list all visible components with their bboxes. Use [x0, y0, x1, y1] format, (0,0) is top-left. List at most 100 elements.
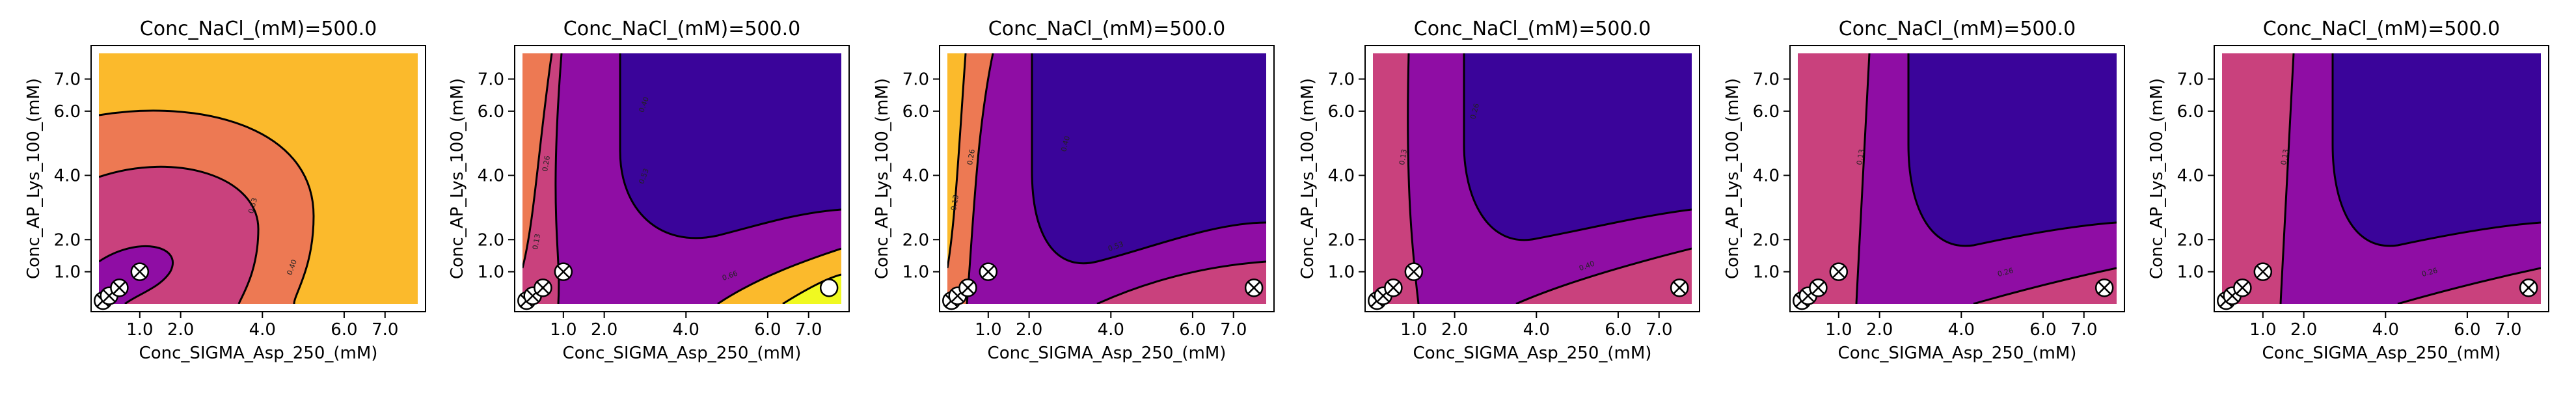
- x-tick-label: 1.0: [1400, 320, 1427, 340]
- contour-line: [966, 53, 994, 304]
- y-tick-label: 2.0: [478, 230, 504, 250]
- contour-region-core: [1464, 53, 1692, 240]
- y-tick-label: 7.0: [2177, 70, 2204, 89]
- contour-line: [619, 53, 841, 239]
- y-tick-label: 6.0: [1328, 102, 1355, 122]
- panel-title: Conc_NaCl_(mM)=500.0: [563, 18, 800, 40]
- x-tick-label: 7.0: [2070, 320, 2097, 340]
- crossed-point-marker: [1244, 278, 1264, 297]
- plot-area: 0.13 0.26: [1798, 53, 2117, 304]
- plot-area: 0.130.260.400.53: [947, 53, 1266, 304]
- crossed-point-marker: [1829, 262, 1849, 281]
- contour-line: [2279, 53, 2295, 304]
- y-axis-label: Conc_AP_Lys_100_(mM): [1723, 78, 1742, 279]
- axes-frame: [90, 45, 426, 312]
- x-tick-label: 7.0: [795, 320, 822, 340]
- x-tick-label: 2.0: [167, 320, 194, 340]
- y-axis-label: Conc_AP_Lys_100_(mM): [24, 78, 44, 279]
- y-tick-label: 7.0: [902, 70, 929, 89]
- y-tick-label: 1.0: [2177, 263, 2204, 282]
- contour-line: [1407, 53, 1420, 304]
- x-tick-label: 2.0: [1016, 320, 1042, 340]
- contour-label: 0.13: [949, 194, 960, 211]
- plot-area: 0.130.260.400.530.66: [522, 53, 841, 304]
- crossed-point-marker: [534, 278, 552, 297]
- y-tick-label: 4.0: [2177, 167, 2204, 186]
- contour-region-bottom: [1097, 262, 1266, 304]
- axes-frame: [514, 45, 850, 312]
- crossed-point-marker: [2095, 278, 2114, 297]
- y-axis-label: Conc_AP_Lys_100_(mM): [1298, 78, 1318, 279]
- contour-label: 0.53: [247, 197, 259, 215]
- y-axis-label: Conc_AP_Lys_100_(mM): [448, 78, 467, 279]
- contour-line: [1463, 53, 1692, 241]
- y-tick-label: 6.0: [1753, 102, 1780, 122]
- x-tick-label: 4.0: [249, 320, 276, 340]
- contour-line: [99, 245, 174, 304]
- x-tick-label: 1.0: [126, 320, 153, 340]
- y-tick-label: 6.0: [478, 102, 504, 122]
- contour-line: [1855, 53, 1871, 304]
- contour-line: [2331, 53, 2541, 247]
- contour-line: [1973, 267, 2117, 304]
- y-tick-label: 4.0: [902, 167, 929, 186]
- axes-frame: [1364, 45, 1700, 312]
- contour-label: 0.13: [2279, 148, 2290, 165]
- y-tick-label: 6.0: [2177, 102, 2204, 122]
- y-tick-label: 2.0: [2177, 230, 2204, 250]
- y-tick-label: 2.0: [1328, 230, 1355, 250]
- x-tick-label: 4.0: [1523, 320, 1550, 340]
- y-tick-label: 7.0: [1328, 70, 1355, 89]
- contour-label: 0.26: [541, 155, 552, 172]
- y-tick-label: 4.0: [54, 167, 81, 186]
- crossed-point-marker: [2519, 278, 2538, 297]
- contour-line: [2397, 267, 2541, 304]
- contour-panel: 0.130.260.400.531.0 2.0 4.0 6.0 7.01.02.04.0…: [873, 18, 1275, 363]
- x-tick-label: 1.0: [1825, 320, 1852, 340]
- contour-panel: 0.13 0.26 1.0 2.0 4.0 6.0 7.0 1.0 2.0 4.0 6.0 7.0 Co…: [2147, 18, 2549, 363]
- x-axis-label: Conc_SIGMA_Asp_250_(mM): [2262, 344, 2501, 363]
- y-tick-label: 7.0: [1753, 70, 1780, 89]
- y-tick-label: 2.0: [902, 230, 929, 250]
- crossed-point-marker: [958, 278, 977, 297]
- contour-line: [1907, 53, 2117, 247]
- crossed-point-marker: [979, 262, 998, 281]
- panel-title: Conc_NaCl_(mM)=500.0: [988, 18, 1225, 40]
- crossed-point-marker: [1404, 262, 1424, 281]
- contour-line: [522, 53, 553, 269]
- contour-line: [99, 109, 315, 304]
- contour-label: 0.13: [1855, 148, 1866, 165]
- contour-panel: 0.130.260.401.0 2.0 4.0 6.0 7.01.02.04.06.07…: [1298, 18, 1700, 363]
- crossed-point-marker: [1670, 278, 1689, 297]
- y-tick-label: 4.0: [1328, 167, 1355, 186]
- contour-line: [1515, 247, 1692, 304]
- contour-panel: 0.400.531.0 2.0 4.0 6.0 7.01.02.04.06.07.0Co…: [24, 18, 426, 363]
- x-tick-label: 4.0: [1948, 320, 1975, 340]
- x-axis-label: Conc_SIGMA_Asp_250_(mM): [563, 344, 802, 363]
- y-axis-label: Conc_AP_Lys_100_(mM): [873, 78, 892, 279]
- x-tick-label: 7.0: [1646, 320, 1672, 340]
- x-tick-label: 1.0: [975, 320, 1001, 340]
- panel-title: Conc_NaCl_(mM)=500.0: [140, 18, 377, 40]
- x-axis-label: Conc_SIGMA_Asp_250_(mM): [988, 344, 1227, 363]
- axes-frame: [1789, 45, 2125, 312]
- contour-region-core: [1908, 53, 2117, 246]
- x-tick-label: 6.0: [331, 320, 357, 340]
- y-tick-label: 4.0: [1753, 167, 1780, 186]
- axes-frame: [2214, 45, 2549, 312]
- y-tick-label: 2.0: [1753, 230, 1780, 250]
- contour-region-core: [2333, 53, 2541, 246]
- crossed-point-marker: [2253, 262, 2273, 281]
- x-axis-label: Conc_SIGMA_Asp_250_(mM): [1413, 344, 1652, 363]
- crossed-point-marker: [130, 262, 150, 281]
- x-tick-label: 2.0: [591, 320, 617, 340]
- contour-line: [1031, 53, 1266, 265]
- crossed-point-marker: [110, 278, 129, 297]
- panel-title: Conc_NaCl_(mM)=500.0: [2263, 18, 2500, 40]
- contour-label: 0.13: [531, 233, 542, 250]
- contour-line: [99, 165, 260, 304]
- x-tick-label: 7.0: [2495, 320, 2521, 340]
- x-tick-label: 7.0: [372, 320, 398, 340]
